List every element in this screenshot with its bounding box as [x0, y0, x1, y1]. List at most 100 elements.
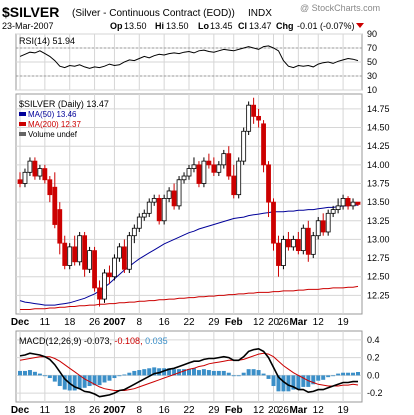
candle-body	[276, 242, 281, 266]
candle-body	[176, 179, 182, 207]
macd-histogram-bar	[326, 375, 331, 378]
macd-histogram-bar	[72, 375, 77, 391]
x-axis-label: 26	[89, 317, 101, 328]
rsi-label: RSI(14) 51.94	[19, 36, 75, 46]
macd-histogram-bar	[241, 372, 246, 376]
candle-body	[226, 153, 232, 177]
candle-body	[47, 179, 53, 196]
rsi-tick-label: 70	[367, 43, 377, 53]
change-value: -0.01 (-0.07%)	[297, 21, 355, 31]
macd-tick-label: 0.4	[367, 335, 380, 345]
quote-date: 23-Mar-2007	[2, 21, 54, 31]
candle-body	[300, 227, 306, 252]
rsi-tick-label: 30	[367, 71, 377, 81]
ma50-legend: MA(50) 13.46	[28, 110, 77, 119]
macd-histogram-bar	[221, 370, 226, 376]
macd-histogram-bar	[187, 369, 191, 376]
high-value: 13.50	[166, 21, 189, 31]
candle-body	[216, 164, 222, 173]
candle-body	[27, 160, 33, 173]
candle-body	[315, 220, 321, 237]
watermark: @ StockCharts.com	[300, 3, 380, 13]
macd-histogram-bar	[92, 375, 97, 386]
x-axis-label: 16	[159, 405, 171, 415]
macd-histogram-bar	[77, 375, 82, 389]
macd-histogram-bar	[167, 368, 172, 376]
exchange-label: INDX	[248, 8, 272, 19]
low-value: 13.45	[210, 21, 233, 31]
candle-body	[286, 239, 291, 248]
candle-body	[335, 205, 341, 210]
candle-body	[211, 164, 217, 173]
macd-histogram-bar	[216, 370, 221, 376]
x-axis-label: 11	[40, 405, 51, 415]
rsi-tick-label: 90	[367, 29, 377, 39]
candle-body	[77, 235, 83, 263]
candle-body	[141, 212, 147, 218]
svg-text:Op: Op	[110, 21, 123, 31]
macd-histogram-bar	[87, 375, 92, 387]
x-axis-label: Feb	[225, 405, 243, 415]
macd-histogram-bar	[286, 375, 291, 392]
candle-body	[295, 239, 301, 252]
macd-histogram-bar	[296, 375, 301, 390]
candle-body	[42, 168, 48, 181]
macd-histogram-bar	[291, 375, 296, 390]
rsi-tick-label: 50	[367, 57, 377, 67]
price-tick-label: 13.50	[367, 197, 390, 207]
candle-body	[310, 235, 316, 255]
macd-histogram-bar	[341, 372, 346, 376]
candle-body	[320, 220, 326, 233]
volume-legend: Volume undef	[28, 130, 78, 139]
price-tick-label: 12.50	[367, 272, 390, 282]
macd-histogram-bar	[182, 369, 187, 376]
price-tick-label: 14.50	[367, 123, 390, 133]
svg-text:Cl: Cl	[238, 21, 247, 31]
macd-tick-label: 0.2	[367, 353, 380, 363]
plot-area: 10 30 50 70 90 RSI(14) 51.94 12.25 12.50 12.75 13…	[11, 29, 390, 415]
macd-histogram-bar	[346, 372, 351, 376]
x-axis-label: Feb	[225, 317, 243, 328]
macd-histogram-bar	[162, 368, 167, 376]
macd-histogram-bar	[32, 371, 37, 376]
macd-signal-line	[19, 352, 359, 391]
macd-histogram-bar	[137, 370, 142, 376]
x-axis-label: Dec	[11, 317, 30, 328]
price-tick-label: 13.00	[367, 234, 390, 244]
svg-text:Lo: Lo	[198, 21, 209, 31]
macd-label: MACD(12,26,9) -0.073, -0.108, 0.035	[19, 336, 168, 346]
x-axis-label: 12	[253, 405, 265, 415]
x-axis-label: 12	[253, 317, 265, 328]
candle-body	[350, 201, 356, 207]
macd-histogram-bar	[147, 368, 152, 376]
x-axis-label: Dec	[11, 405, 30, 415]
macd-tick-label: -0.2	[367, 388, 383, 398]
macd-histogram-bar	[231, 375, 236, 377]
x-axis-label: 16	[159, 317, 171, 328]
symbol-description: (Silver - Continuous Contract (EOD))	[72, 8, 235, 19]
macd-histogram-bar	[311, 375, 316, 385]
macd-histogram-bar	[356, 372, 360, 376]
candle-body	[166, 190, 172, 199]
candle-body	[67, 246, 73, 266]
candle-body	[121, 246, 127, 270]
symbol-title: $SILVER	[2, 4, 59, 20]
ma200-legend-swatch	[19, 122, 26, 126]
price-tick-label: 13.75	[367, 178, 390, 188]
macd-histogram-bar	[336, 373, 341, 376]
x-axis-label: 2007	[103, 317, 126, 328]
x-axis-label: 22	[183, 405, 195, 415]
macd-histogram-bar	[331, 375, 336, 377]
candle-body	[246, 104, 252, 132]
macd-histogram-bar	[281, 375, 286, 392]
candle-body	[325, 212, 331, 233]
macd-histogram-bar	[351, 372, 356, 376]
x-axis-label: 18	[64, 317, 76, 328]
x-axis-label: 29	[208, 317, 220, 328]
macd-histogram-bar	[52, 375, 57, 382]
macd-histogram-bar	[236, 375, 241, 377]
candle-body	[32, 160, 38, 177]
candle-body	[171, 190, 177, 207]
candle-body	[107, 272, 112, 278]
